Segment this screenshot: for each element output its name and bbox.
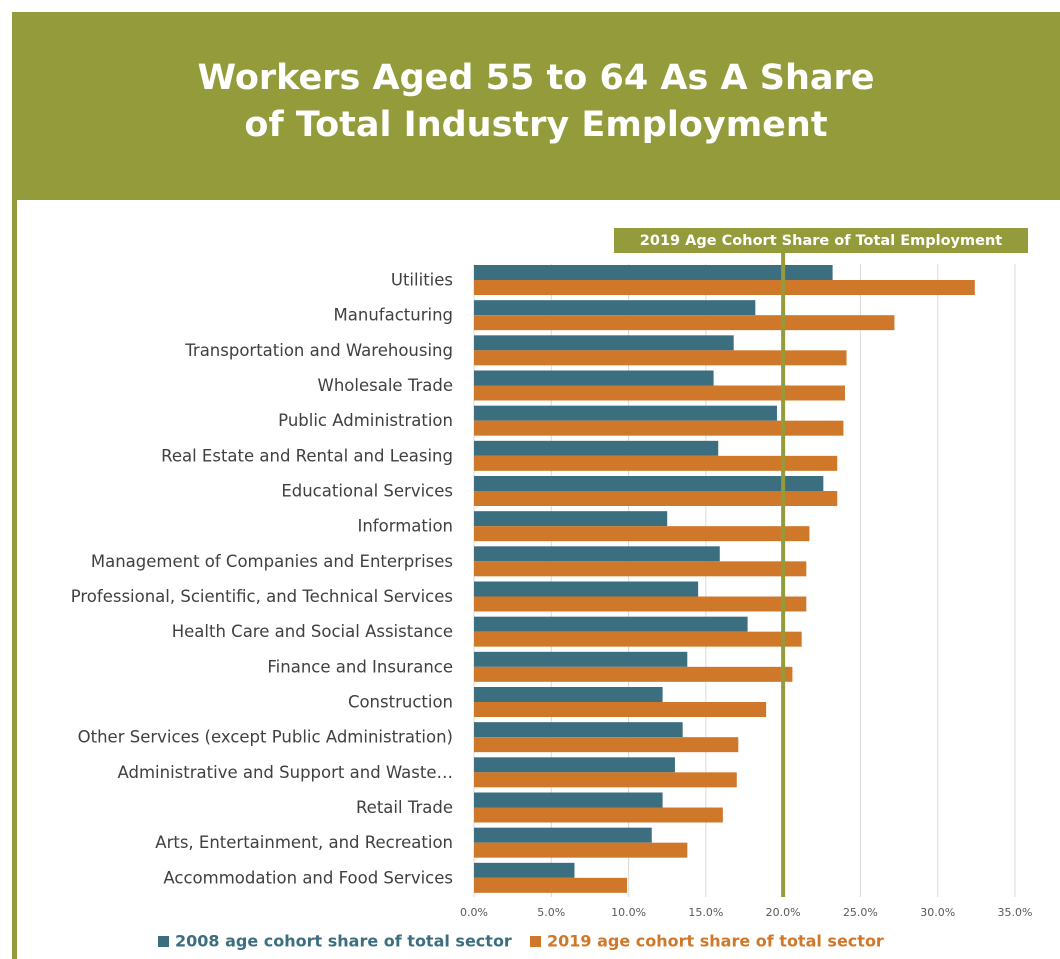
bar bbox=[474, 666, 793, 682]
y-tick-label: Wholesale Trade bbox=[318, 376, 453, 395]
bar bbox=[474, 370, 714, 386]
x-tick-label: 15.0% bbox=[688, 906, 723, 919]
bar bbox=[474, 420, 844, 436]
bar bbox=[474, 455, 838, 471]
bar bbox=[474, 827, 652, 843]
bar bbox=[474, 702, 767, 717]
bar bbox=[474, 772, 737, 788]
x-tick-label: 25.0% bbox=[843, 906, 878, 919]
header: Workers Aged 55 to 64 As A Share of Tota… bbox=[12, 12, 1060, 200]
legend-swatch bbox=[158, 936, 169, 947]
bar bbox=[474, 491, 838, 506]
bar bbox=[474, 737, 739, 753]
bar bbox=[474, 631, 802, 647]
bar bbox=[474, 842, 688, 858]
bar bbox=[474, 581, 699, 597]
legend-label: 2019 age cohort share of total sector bbox=[547, 932, 884, 951]
bar bbox=[474, 687, 663, 702]
bar bbox=[474, 526, 810, 542]
reference-label-box bbox=[614, 228, 1028, 253]
y-tick-label: Retail Trade bbox=[356, 798, 453, 817]
x-tick-label: 30.0% bbox=[920, 906, 955, 919]
bar bbox=[474, 807, 723, 823]
y-tick-label: Finance and Insurance bbox=[267, 657, 453, 676]
bar bbox=[474, 315, 895, 331]
y-tick-label: Real Estate and Rental and Leasing bbox=[161, 446, 453, 465]
bar bbox=[474, 405, 777, 421]
y-tick-label: Educational Services bbox=[281, 482, 453, 501]
y-tick-label: Construction bbox=[348, 693, 453, 712]
y-tick-label: Manufacturing bbox=[334, 306, 453, 325]
bar bbox=[474, 722, 683, 738]
bar bbox=[474, 265, 833, 280]
x-tick-label: 0.0% bbox=[460, 906, 488, 919]
y-tick-label: Transportation and Warehousing bbox=[184, 341, 453, 360]
bar bbox=[474, 546, 720, 562]
legend-label: 2008 age cohort share of total sector bbox=[175, 932, 512, 951]
bar bbox=[474, 511, 668, 527]
y-tick-label: Health Care and Social Assistance bbox=[172, 622, 453, 641]
y-tick-label: Other Services (except Public Administra… bbox=[78, 728, 453, 747]
y-tick-label: Information bbox=[357, 517, 453, 536]
bar bbox=[474, 596, 807, 612]
y-tick-label: Administrative and Support and Waste… bbox=[118, 763, 453, 782]
chart-title: Workers Aged 55 to 64 As A Share of Tota… bbox=[197, 58, 875, 145]
bar bbox=[474, 350, 847, 366]
border bbox=[12, 200, 17, 959]
legend-swatch bbox=[530, 936, 541, 947]
bar bbox=[474, 792, 663, 808]
bar bbox=[474, 440, 719, 456]
x-tick-label: 5.0% bbox=[537, 906, 565, 919]
bar bbox=[474, 476, 824, 491]
y-tick-label: Utilities bbox=[391, 271, 453, 290]
bar bbox=[474, 877, 628, 893]
x-tick-label: 35.0% bbox=[998, 906, 1033, 919]
bar bbox=[474, 651, 688, 667]
y-tick-label: Arts, Entertainment, and Recreation bbox=[155, 833, 453, 852]
bar bbox=[474, 757, 675, 773]
y-tick-label: Professional, Scientific, and Technical … bbox=[71, 587, 453, 606]
y-tick-label: Accommodation and Food Services bbox=[163, 868, 453, 887]
bar bbox=[474, 300, 756, 316]
bar bbox=[474, 616, 748, 632]
bar bbox=[474, 561, 807, 577]
y-tick-label: Management of Companies and Enterprises bbox=[91, 552, 453, 571]
bar bbox=[474, 385, 845, 401]
bar bbox=[474, 280, 975, 295]
y-tick-label: Public Administration bbox=[278, 411, 453, 430]
x-tick-label: 20.0% bbox=[766, 906, 801, 919]
x-tick-label: 10.0% bbox=[611, 906, 646, 919]
bar bbox=[474, 862, 575, 878]
reference-label: 2019 Age Cohort Share of Total Employmen… bbox=[640, 233, 1003, 249]
bar bbox=[474, 335, 734, 351]
